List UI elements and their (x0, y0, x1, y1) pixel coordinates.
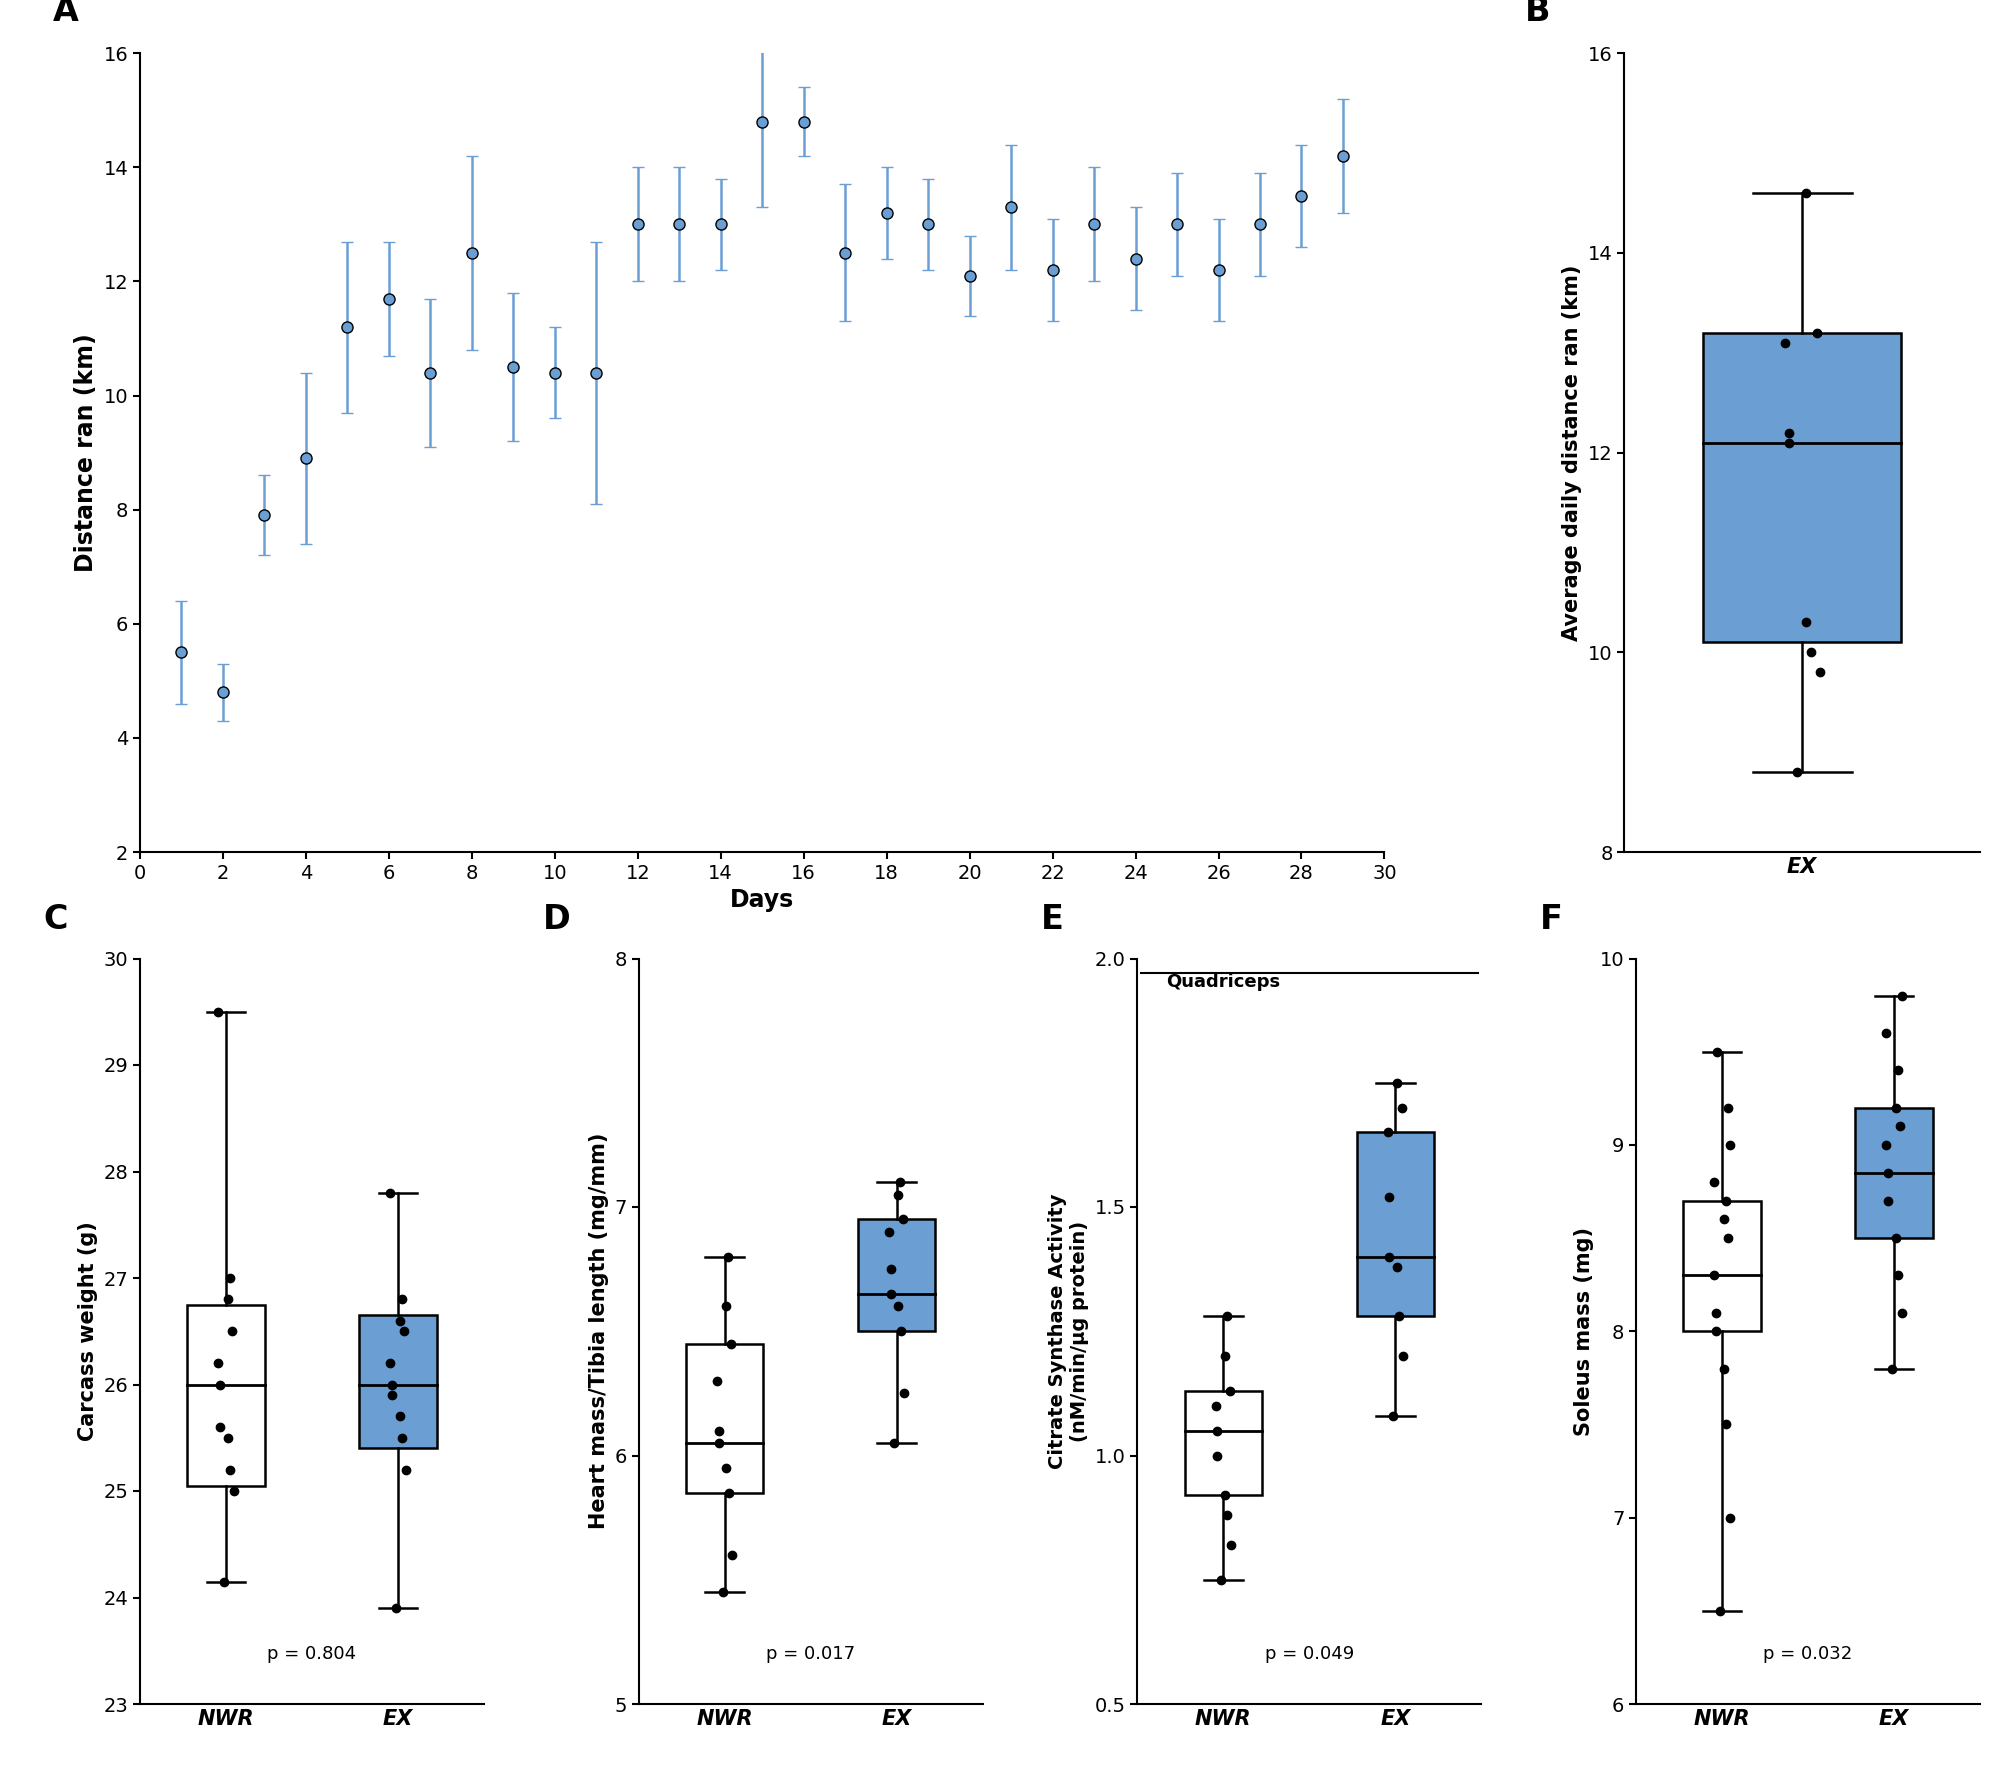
Text: F: F (1540, 903, 1562, 935)
Y-axis label: Citrate Synthase Activity
(nM/min/µg protein): Citrate Synthase Activity (nM/min/µg pro… (1048, 1193, 1088, 1470)
Y-axis label: Distance ran (km): Distance ran (km) (74, 334, 98, 572)
Y-axis label: Heart mass/Tibia length (mg/mm): Heart mass/Tibia length (mg/mm) (588, 1132, 608, 1530)
X-axis label: Days: Days (730, 888, 794, 912)
Y-axis label: Carcass weight (g): Carcass weight (g) (78, 1221, 98, 1441)
Bar (1356, 1132, 1434, 1317)
Bar (1184, 1392, 1262, 1495)
Bar (188, 1305, 264, 1486)
Text: p = 0.017: p = 0.017 (766, 1645, 856, 1663)
Text: p = 0.049: p = 0.049 (1264, 1645, 1354, 1663)
Bar (1684, 1202, 1760, 1331)
Bar (1704, 334, 1900, 643)
Text: B: B (1524, 0, 1550, 28)
Text: D: D (542, 903, 570, 935)
Text: A: A (52, 0, 78, 28)
Bar (858, 1219, 936, 1331)
Text: E: E (1042, 903, 1064, 935)
Bar (360, 1315, 436, 1448)
Text: p = 0.804: p = 0.804 (268, 1645, 356, 1663)
Y-axis label: Average daily distance ran (km): Average daily distance ran (km) (1562, 264, 1582, 641)
Text: Quadriceps: Quadriceps (1166, 973, 1280, 992)
Text: C: C (44, 903, 68, 935)
Bar (1856, 1108, 1932, 1239)
Text: p = 0.032: p = 0.032 (1764, 1645, 1852, 1663)
Bar (686, 1344, 764, 1493)
Y-axis label: Soleus mass (mg): Soleus mass (mg) (1574, 1227, 1594, 1436)
